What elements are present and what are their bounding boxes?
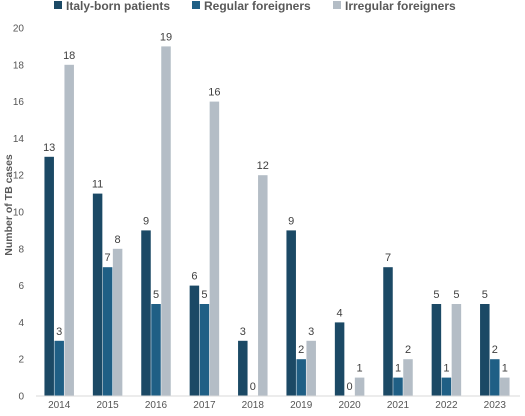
bar-italy-born-patients-2016 — [141, 230, 151, 396]
x-tick-label: 2020 — [338, 400, 361, 411]
legend-label: Italy-born patients — [66, 0, 170, 13]
bar-italy-born-patients-2023 — [480, 304, 490, 396]
data-label: 6 — [191, 271, 197, 283]
y-axis-title: Number of TB cases — [3, 154, 15, 256]
data-label: 5 — [482, 289, 488, 301]
data-label: 2 — [405, 344, 411, 356]
data-label: 1 — [502, 363, 508, 375]
y-tick-label: 6 — [18, 281, 24, 292]
x-tick-label: 2015 — [96, 400, 119, 411]
bar-italy-born-patients-2019 — [286, 230, 296, 396]
data-label: 12 — [257, 160, 269, 172]
y-tick-label: 18 — [13, 60, 25, 71]
legend-item: Irregular foreigners — [333, 0, 456, 13]
data-label: 2 — [298, 344, 304, 356]
x-tick-label: 2017 — [193, 400, 216, 411]
bar-italy-born-patients-2017 — [189, 285, 200, 396]
data-label: 7 — [385, 252, 391, 264]
bar-irregular-foreigners-2017 — [209, 101, 220, 396]
bar-irregular-foreigners-2021 — [403, 359, 413, 396]
legend-item: Regular foreigners — [192, 0, 311, 13]
y-tick-label: 8 — [18, 244, 24, 255]
bar-italy-born-patients-2020 — [334, 322, 345, 396]
bar-regular-foreigners-2019 — [296, 359, 306, 396]
x-tick-label: 2021 — [387, 400, 410, 411]
x-tick-label: 2016 — [145, 400, 168, 411]
bar-irregular-foreigners-2020 — [354, 377, 365, 396]
legend-swatch — [333, 1, 341, 9]
x-tick-label: 2019 — [290, 400, 313, 411]
bar-regular-foreigners-2017 — [199, 304, 210, 396]
data-label: 1 — [395, 363, 401, 375]
bar-italy-born-patients-2022 — [431, 304, 442, 396]
data-label: 5 — [433, 289, 439, 301]
data-label: 0 — [250, 381, 256, 393]
data-label: 5 — [201, 289, 207, 301]
bar-regular-foreigners-2021 — [393, 377, 403, 396]
data-label: 2 — [492, 344, 498, 356]
bar-irregular-foreigners-2022 — [451, 304, 462, 396]
bar-irregular-foreigners-2014 — [64, 64, 74, 397]
data-label: 5 — [153, 289, 159, 301]
y-tick-label: 12 — [13, 171, 25, 182]
y-tick-label: 14 — [13, 134, 25, 145]
bar-irregular-foreigners-2023 — [500, 377, 510, 396]
bar-regular-foreigners-2016 — [151, 304, 161, 396]
bar-italy-born-patients-2014 — [44, 156, 54, 396]
data-label: 19 — [160, 31, 172, 43]
legend-item: Italy-born patients — [54, 0, 170, 13]
y-tick-label: 2 — [18, 355, 24, 366]
x-axis: 2014 2015 2016 2017 2018 2019 2020 2021 2022 2023 — [48, 400, 506, 411]
data-label: 3 — [240, 326, 246, 338]
bar-irregular-foreigners-2018 — [258, 175, 268, 396]
bar-irregular-foreigners-2016 — [161, 46, 171, 397]
y-tick-label: 4 — [18, 318, 24, 329]
legend: Italy-born patients Regular foreigners Irr… — [54, 0, 456, 13]
bar-irregular-foreigners-2015 — [112, 248, 123, 396]
data-label: 3 — [308, 326, 314, 338]
bar-regular-foreigners-2022 — [441, 377, 452, 396]
data-label: 7 — [105, 252, 111, 264]
data-label: 18 — [63, 50, 75, 62]
bar-regular-foreigners-2014 — [54, 340, 64, 396]
data-label: 9 — [288, 215, 294, 227]
data-label: 1 — [443, 363, 449, 375]
bar-italy-born-patients-2021 — [383, 267, 393, 396]
data-label: 4 — [337, 307, 343, 319]
data-label: 13 — [43, 142, 55, 154]
data-label: 16 — [208, 87, 220, 99]
data-label: 9 — [143, 215, 149, 227]
data-label: 11 — [92, 179, 103, 191]
data-label: 3 — [56, 326, 62, 338]
bar-italy-born-patients-2018 — [238, 340, 248, 396]
x-tick-label: 2023 — [484, 400, 507, 411]
data-label: 8 — [115, 234, 121, 246]
x-tick-label: 2014 — [48, 400, 71, 411]
bar-irregular-foreigners-2019 — [306, 340, 316, 396]
legend-swatch — [54, 1, 62, 9]
data-label: 1 — [357, 363, 363, 375]
y-tick-label: 10 — [13, 208, 25, 219]
y-tick-label: 20 — [13, 24, 25, 35]
bar-italy-born-patients-2015 — [92, 193, 103, 396]
data-label: 0 — [347, 381, 353, 393]
x-tick-label: 2022 — [435, 400, 458, 411]
x-tick-label: 2018 — [242, 400, 265, 411]
y-tick-label: 0 — [18, 392, 24, 403]
y-tick-label: 16 — [13, 97, 25, 108]
bar-regular-foreigners-2023 — [490, 359, 500, 396]
legend-label: Irregular foreigners — [345, 0, 456, 13]
legend-label: Regular foreigners — [204, 0, 311, 13]
legend-swatch — [192, 1, 200, 9]
bar-regular-foreigners-2015 — [102, 267, 113, 396]
data-label: 5 — [453, 289, 459, 301]
y-axis: 0 2 4 6 8 10 12 14 16 18 20 — [13, 24, 25, 403]
